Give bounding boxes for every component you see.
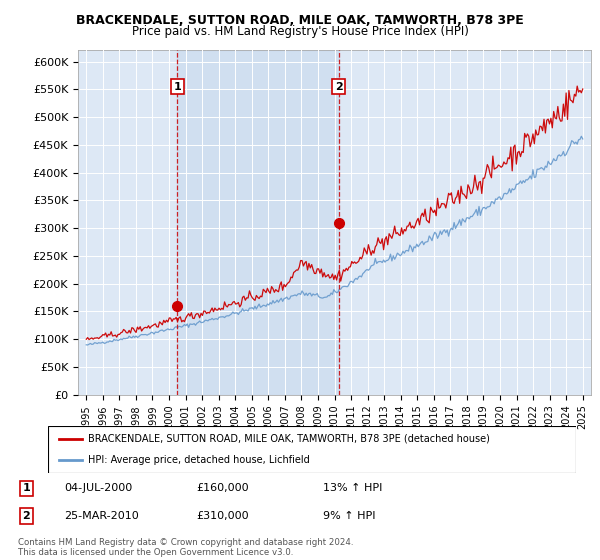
Text: 1: 1 — [23, 483, 30, 493]
FancyBboxPatch shape — [48, 426, 576, 473]
Text: 2: 2 — [23, 511, 30, 521]
Text: £310,000: £310,000 — [196, 511, 249, 521]
Text: BRACKENDALE, SUTTON ROAD, MILE OAK, TAMWORTH, B78 3PE: BRACKENDALE, SUTTON ROAD, MILE OAK, TAMW… — [76, 14, 524, 27]
Text: BRACKENDALE, SUTTON ROAD, MILE OAK, TAMWORTH, B78 3PE (detached house): BRACKENDALE, SUTTON ROAD, MILE OAK, TAMW… — [88, 434, 490, 444]
Text: 2: 2 — [335, 82, 343, 91]
Text: 13% ↑ HPI: 13% ↑ HPI — [323, 483, 382, 493]
Text: HPI: Average price, detached house, Lichfield: HPI: Average price, detached house, Lich… — [88, 455, 310, 465]
Text: 25-MAR-2010: 25-MAR-2010 — [64, 511, 139, 521]
Text: 04-JUL-2000: 04-JUL-2000 — [64, 483, 132, 493]
Text: Price paid vs. HM Land Registry's House Price Index (HPI): Price paid vs. HM Land Registry's House … — [131, 25, 469, 38]
Text: £160,000: £160,000 — [196, 483, 249, 493]
Text: 9% ↑ HPI: 9% ↑ HPI — [323, 511, 376, 521]
Text: 1: 1 — [173, 82, 181, 91]
Bar — [177, 50, 338, 395]
Text: Contains HM Land Registry data © Crown copyright and database right 2024.
This d: Contains HM Land Registry data © Crown c… — [18, 538, 353, 557]
